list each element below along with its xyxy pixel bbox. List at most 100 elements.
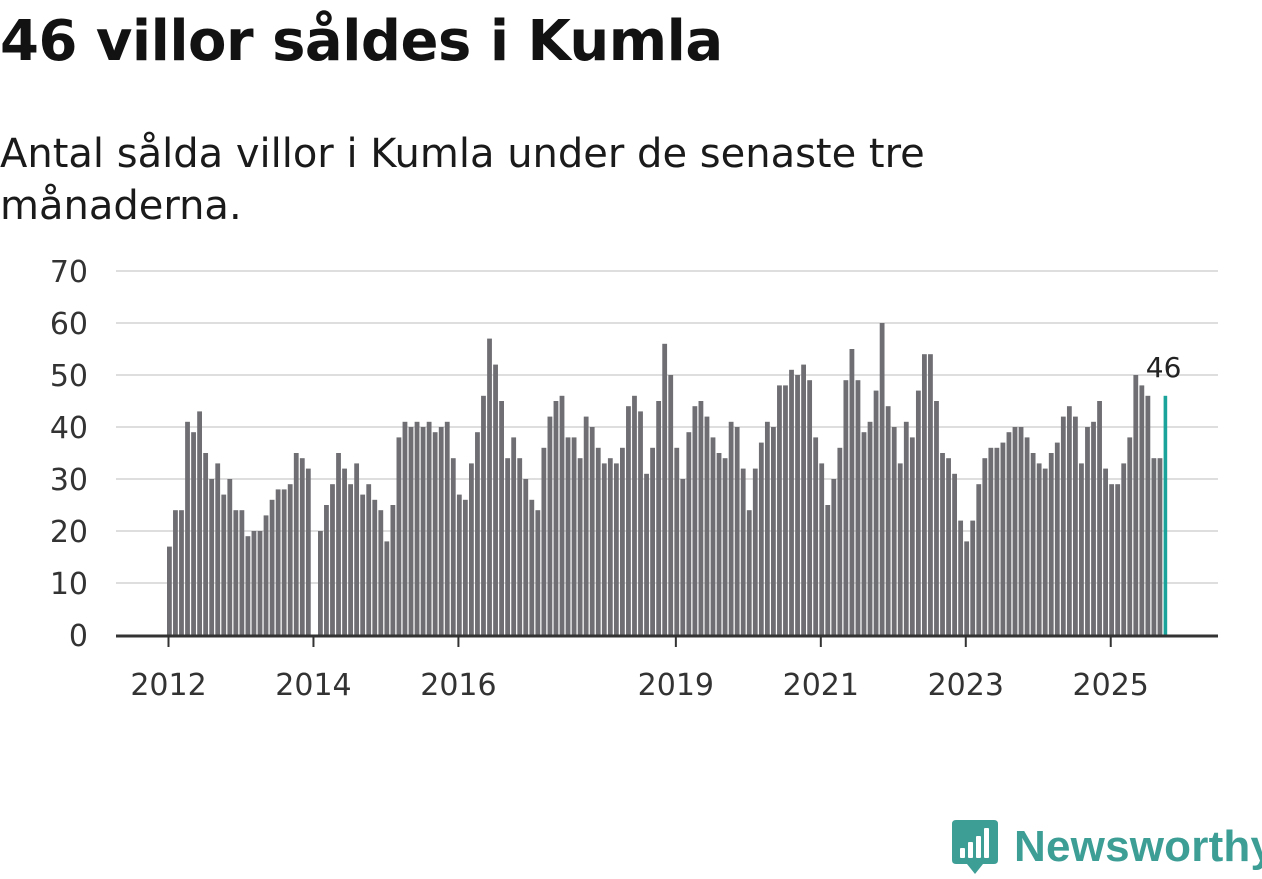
bar [644, 473, 649, 635]
y-tick-label: 40 [50, 411, 88, 446]
bar [958, 520, 964, 635]
bar [626, 406, 631, 635]
bar [191, 432, 196, 635]
x-tick-label: 2025 [1073, 668, 1149, 703]
highlight-value-label: 46 [1146, 351, 1182, 384]
bar [269, 499, 275, 635]
bar-series [167, 323, 1168, 635]
bar [758, 442, 764, 635]
bar [263, 515, 269, 635]
bar [1127, 437, 1133, 635]
bar [571, 437, 577, 635]
bar [408, 427, 414, 635]
bar [215, 463, 221, 635]
y-axis-ticks: 0 10 20 30 40 50 60 70 [50, 255, 88, 654]
chart-title: 46 villor såldes i Kumla [0, 9, 723, 74]
newsworthy-logo: Newsworthy [950, 818, 1262, 876]
bar-chart: 0 10 20 30 40 50 60 70 2012 2014 2016 2019 2021 2023… [50, 255, 1218, 703]
bar [825, 505, 831, 635]
bar [638, 411, 643, 635]
bar [305, 468, 311, 635]
bar [1109, 484, 1115, 635]
bar [734, 427, 740, 635]
bar [541, 447, 547, 635]
bar [740, 468, 746, 635]
bar [583, 416, 589, 635]
bar [801, 364, 806, 635]
bar [1145, 395, 1151, 635]
bar [964, 541, 970, 635]
bar [897, 463, 903, 635]
bar [475, 432, 480, 635]
bar [686, 432, 692, 635]
bar [348, 484, 353, 635]
bar [378, 510, 384, 635]
bar [843, 380, 849, 635]
bar [565, 437, 571, 635]
bar [704, 416, 710, 635]
bar [233, 510, 239, 635]
bar [469, 463, 474, 635]
bar [891, 427, 897, 635]
bar [1115, 484, 1121, 635]
bar [354, 463, 360, 635]
bar [668, 375, 674, 635]
bar [390, 505, 396, 635]
brand-name: Newsworthy [1014, 822, 1262, 871]
bar [589, 427, 595, 635]
y-tick-label: 30 [50, 463, 88, 498]
bar [867, 421, 873, 635]
bar [487, 338, 492, 635]
bar [710, 437, 716, 635]
bar [1054, 442, 1060, 635]
bar [764, 421, 770, 635]
bar [873, 390, 879, 635]
bar [885, 406, 891, 635]
bar [1036, 463, 1042, 635]
bar [257, 531, 263, 635]
bar [179, 510, 184, 635]
bar [318, 531, 323, 635]
bar [203, 453, 209, 635]
bar [789, 369, 794, 635]
bar [293, 453, 299, 635]
bar [1042, 468, 1048, 635]
chart-subtitle: Antal sålda villor i Kumla under de sena… [0, 131, 925, 229]
bar [970, 520, 976, 635]
bar [650, 447, 655, 635]
bar [372, 499, 378, 635]
bar [595, 447, 601, 635]
bar [535, 510, 541, 635]
bar [861, 432, 867, 635]
y-tick-label: 70 [50, 255, 88, 290]
bar [414, 421, 420, 635]
bar [432, 432, 438, 635]
bar [511, 437, 517, 635]
bar [275, 489, 281, 635]
bar [680, 479, 686, 635]
bar [523, 479, 529, 635]
bar [716, 453, 722, 635]
bar [849, 349, 855, 635]
bar [1103, 468, 1108, 635]
bar [221, 494, 227, 635]
bar [855, 380, 861, 635]
bar [517, 458, 523, 635]
bar [613, 463, 619, 635]
bar [450, 458, 456, 635]
bar [795, 375, 800, 635]
bar [946, 458, 951, 635]
bar [1030, 453, 1036, 635]
bar [481, 395, 486, 635]
bar [529, 499, 535, 635]
bar [547, 416, 553, 635]
bar [577, 458, 583, 635]
bar [1091, 421, 1096, 635]
bar [1006, 432, 1012, 635]
bar [722, 458, 728, 635]
bar [928, 354, 933, 635]
bar [384, 541, 390, 635]
bar [915, 390, 921, 635]
bar-chart-badge-icon [952, 820, 998, 874]
bar [227, 479, 233, 635]
